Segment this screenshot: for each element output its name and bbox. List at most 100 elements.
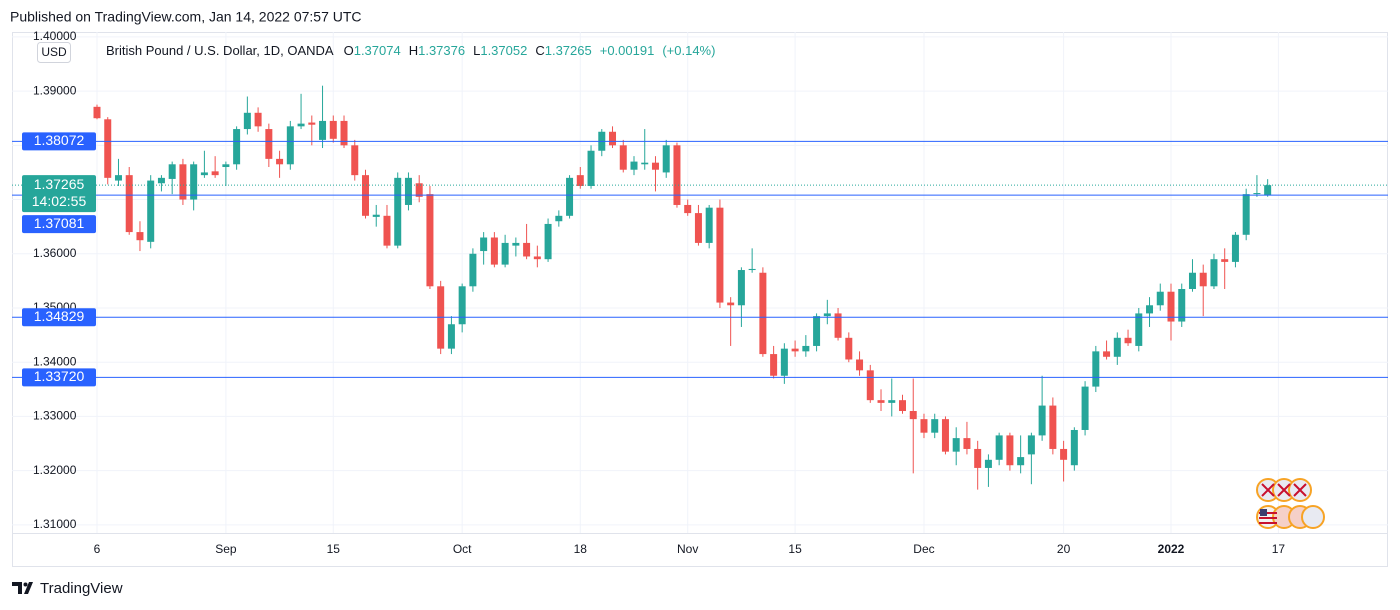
- candle-body: [233, 129, 241, 165]
- candle-body: [770, 354, 778, 376]
- candle-body: [630, 161, 638, 170]
- candle-body: [1124, 337, 1132, 344]
- candle-body: [1167, 291, 1175, 322]
- candle-body: [1081, 386, 1089, 430]
- candle-body: [243, 112, 251, 130]
- candle-body: [716, 207, 724, 303]
- candle-body: [748, 268, 756, 271]
- x-tick-label: 15: [788, 542, 802, 556]
- candle-body: [920, 419, 928, 433]
- candle-body: [727, 302, 735, 306]
- y-tick-label: 1.34000: [33, 354, 77, 368]
- brand-footer: TradingView: [12, 580, 123, 597]
- overlay: 1.38072 1.37081 1.34829 1.33720 1.3726514:02…: [12, 132, 1388, 387]
- candle-body: [759, 272, 767, 355]
- line-label: 1.33720: [34, 368, 85, 384]
- last-price-label: 1.37265: [34, 176, 85, 192]
- symbol-title: British Pound / U.S. Dollar, 1D, OANDA: [106, 43, 334, 58]
- candle-body: [1221, 259, 1229, 262]
- candle-body: [609, 131, 617, 146]
- candle-body: [909, 411, 917, 420]
- brand-logo-dot: [23, 582, 28, 587]
- y-tick-label: 1.36000: [33, 246, 77, 260]
- x-tick-label: 6: [94, 542, 101, 556]
- open-label: O: [344, 43, 354, 58]
- candle-body: [512, 242, 520, 246]
- candle-body: [157, 177, 165, 184]
- flag-detail: [1261, 483, 1307, 497]
- candle-body: [791, 348, 799, 352]
- flag-icon: [1301, 505, 1325, 529]
- candle-body: [104, 119, 112, 178]
- candle-body: [845, 337, 853, 360]
- candle-body: [1199, 272, 1207, 287]
- candle-body: [974, 448, 982, 468]
- candle-body: [490, 237, 498, 265]
- candle-body: [93, 106, 101, 119]
- candle-body: [1049, 405, 1057, 449]
- low-value: 1.37052: [480, 43, 527, 58]
- candle-body: [254, 112, 262, 127]
- candle-body: [190, 164, 198, 200]
- candle-body: [651, 162, 659, 170]
- candle-body: [555, 215, 563, 222]
- candle-body: [523, 242, 531, 257]
- candle-body: [1113, 337, 1121, 357]
- candle-body: [1242, 194, 1250, 235]
- currency-icons: [1256, 478, 1325, 529]
- close-value: 1.37265: [545, 43, 592, 58]
- candle-body: [705, 207, 713, 243]
- candle-body: [995, 435, 1003, 460]
- candle-body: [984, 459, 992, 468]
- candle-body: [544, 223, 552, 260]
- candle-body: [566, 177, 574, 216]
- last-price-box: [22, 175, 96, 213]
- candle-body: [802, 345, 810, 352]
- high-label: H: [409, 43, 418, 58]
- y-tick-label: 1.39000: [33, 83, 77, 97]
- candle-body: [619, 145, 627, 170]
- candle-body: [136, 232, 144, 241]
- currency-box-bg: [37, 42, 71, 63]
- candle-body: [458, 286, 466, 325]
- candle-body: [576, 175, 584, 186]
- line-label-bg: [22, 368, 96, 387]
- candle-body: [888, 400, 896, 403]
- y-tick-label: 1.32000: [33, 463, 77, 477]
- x-tick-label: 15: [327, 542, 341, 556]
- candle-body: [286, 126, 294, 165]
- candle-body: [383, 215, 391, 246]
- open-value: 1.37074: [354, 43, 401, 58]
- candle-body: [694, 213, 702, 243]
- change-percent: (+0.14%): [662, 43, 715, 58]
- currency-label: USD: [41, 45, 67, 59]
- x-tick-label: Sep: [215, 542, 237, 556]
- candle-body: [1253, 193, 1261, 195]
- published-header: Published on TradingView.com, Jan 14, 20…: [10, 9, 362, 25]
- candle-body: [1027, 435, 1035, 455]
- candle-body: [1070, 429, 1078, 466]
- candle-body: [780, 348, 788, 376]
- x-tick-label: 17: [1272, 542, 1286, 556]
- line-label: 1.37081: [34, 215, 85, 231]
- candle-body: [1006, 435, 1014, 466]
- candle-body: [899, 400, 906, 412]
- line-label-bg: [22, 132, 96, 151]
- candle-body: [662, 145, 670, 173]
- candle-body: [1156, 291, 1164, 306]
- candle-body: [1092, 351, 1100, 387]
- currency-box: USD: [37, 42, 71, 63]
- brand-logo: [12, 582, 33, 594]
- candle-body: [1103, 351, 1111, 357]
- candle-body: [533, 256, 541, 260]
- candle-body: [684, 204, 692, 214]
- brand-name: TradingView: [40, 580, 123, 597]
- candle-body: [426, 194, 434, 287]
- candle-body: [587, 150, 595, 186]
- x-tick-label: Nov: [677, 542, 698, 556]
- candle-body: [1178, 289, 1186, 322]
- candle-body: [931, 419, 939, 433]
- candle-body: [866, 370, 874, 401]
- countdown-label: 14:02:55: [32, 193, 87, 209]
